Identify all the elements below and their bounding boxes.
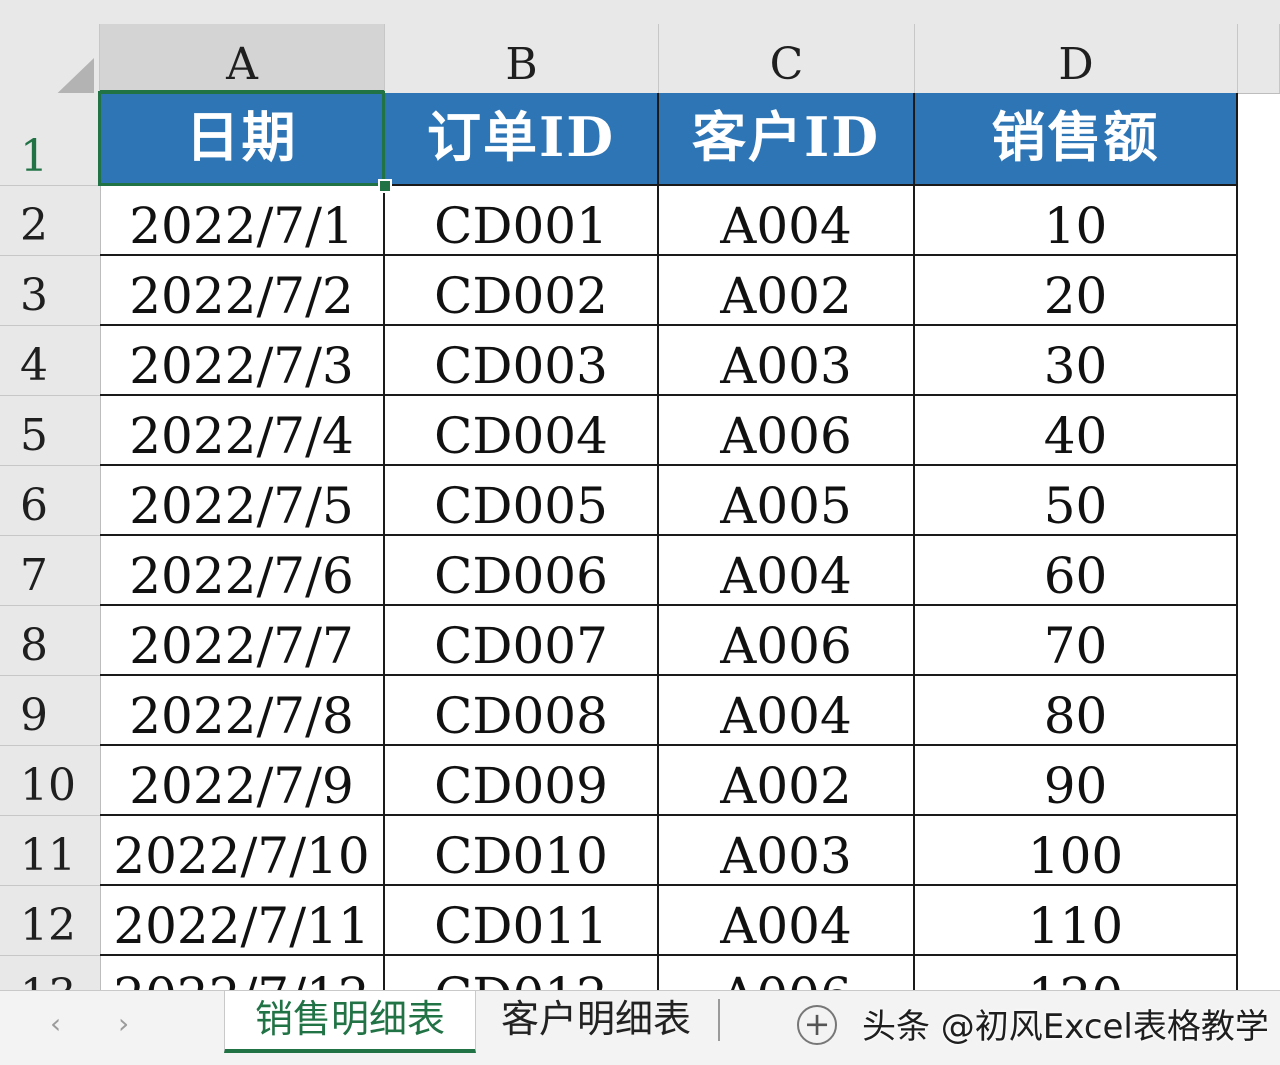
- column-header-b[interactable]: B: [385, 24, 659, 93]
- row-header-11[interactable]: 11: [0, 816, 100, 886]
- tab-divider: [718, 999, 720, 1041]
- cell-order-id[interactable]: CD006: [385, 536, 659, 606]
- cell-sales[interactable]: 30: [915, 326, 1238, 396]
- cell-sales[interactable]: 20: [915, 256, 1238, 326]
- spreadsheet-grid[interactable]: 日期 订单ID 客户ID 销售额 2022/7/1 CD001 A004 10 2022/7/2…: [100, 93, 1280, 990]
- cell-date[interactable]: 2022/7/10: [100, 816, 385, 886]
- cell-customer-id[interactable]: A004: [659, 536, 915, 606]
- cell-customer-id[interactable]: A002: [659, 256, 915, 326]
- cell-customer-id[interactable]: A006: [659, 956, 915, 990]
- cell-sales[interactable]: 50: [915, 466, 1238, 536]
- row-header-1[interactable]: 1: [0, 93, 100, 186]
- row-header-9[interactable]: 9: [0, 676, 100, 746]
- cell-order-id[interactable]: CD001: [385, 186, 659, 256]
- cell-customer-id[interactable]: A004: [659, 886, 915, 956]
- row-header-10[interactable]: 10: [0, 746, 100, 816]
- row-header-6[interactable]: 6: [0, 466, 100, 536]
- cell-customer-id[interactable]: A002: [659, 746, 915, 816]
- cell-date[interactable]: 2022/7/8: [100, 676, 385, 746]
- cell-customer-id[interactable]: A004: [659, 676, 915, 746]
- table-header-order-id[interactable]: 订单ID: [385, 93, 659, 186]
- chevron-left-icon[interactable]: ‹: [50, 1007, 62, 1040]
- row-header-2[interactable]: 2: [0, 186, 100, 256]
- watermark: 头条 @初风Excel表格教学: [862, 1007, 1269, 1047]
- cell-sales[interactable]: 90: [915, 746, 1238, 816]
- cell-sales[interactable]: 120: [915, 956, 1238, 990]
- row-header-3[interactable]: 3: [0, 256, 100, 326]
- cell-order-id[interactable]: CD007: [385, 606, 659, 676]
- sheet-tab-customers[interactable]: 客户明细表: [500, 997, 691, 1041]
- cell-order-id[interactable]: CD008: [385, 676, 659, 746]
- row-header-5[interactable]: 5: [0, 396, 100, 466]
- cell-sales[interactable]: 70: [915, 606, 1238, 676]
- cell-sales[interactable]: 100: [915, 816, 1238, 886]
- cell-customer-id[interactable]: A003: [659, 326, 915, 396]
- cell-date[interactable]: 2022/7/6: [100, 536, 385, 606]
- row-header-bar: 12345678910111213: [0, 93, 101, 1026]
- column-header-c[interactable]: C: [659, 24, 915, 93]
- cell-order-id[interactable]: CD009: [385, 746, 659, 816]
- cell-date[interactable]: 2022/7/12: [100, 956, 385, 990]
- cell-date[interactable]: 2022/7/2: [100, 256, 385, 326]
- cell-order-id[interactable]: CD004: [385, 396, 659, 466]
- fill-handle[interactable]: [378, 179, 392, 193]
- table-header-date[interactable]: 日期: [100, 93, 385, 186]
- cell-order-id[interactable]: CD005: [385, 466, 659, 536]
- cell-sales[interactable]: 40: [915, 396, 1238, 466]
- cell-order-id[interactable]: CD011: [385, 886, 659, 956]
- select-all-corner[interactable]: [0, 24, 100, 108]
- cell-customer-id[interactable]: A006: [659, 606, 915, 676]
- row-header-4[interactable]: 4: [0, 326, 100, 396]
- sheet-tab-bar: ‹ › 销售明细表 客户明细表 + 头条 @初风Excel表格教学: [0, 990, 1280, 1065]
- cell-order-id[interactable]: CD010: [385, 816, 659, 886]
- cell-order-id[interactable]: CD003: [385, 326, 659, 396]
- cell-customer-id[interactable]: A004: [659, 186, 915, 256]
- cell-sales[interactable]: 110: [915, 886, 1238, 956]
- row-header-8[interactable]: 8: [0, 606, 100, 676]
- plus-circle-icon[interactable]: +: [797, 1005, 837, 1045]
- chevron-right-icon[interactable]: ›: [118, 1007, 130, 1040]
- cell-order-id[interactable]: CD012: [385, 956, 659, 990]
- row-header-7[interactable]: 7: [0, 536, 100, 606]
- cell-date[interactable]: 2022/7/9: [100, 746, 385, 816]
- table-header-sales[interactable]: 销售额: [915, 93, 1238, 186]
- cell-date[interactable]: 2022/7/4: [100, 396, 385, 466]
- cell-customer-id[interactable]: A006: [659, 396, 915, 466]
- column-header-d[interactable]: D: [915, 24, 1238, 93]
- cell-customer-id[interactable]: A003: [659, 816, 915, 886]
- cell-date[interactable]: 2022/7/1: [100, 186, 385, 256]
- cell-sales[interactable]: 80: [915, 676, 1238, 746]
- cell-date[interactable]: 2022/7/3: [100, 326, 385, 396]
- cell-customer-id[interactable]: A005: [659, 466, 915, 536]
- cell-date[interactable]: 2022/7/11: [100, 886, 385, 956]
- sheet-tab-sales[interactable]: 销售明细表: [224, 991, 476, 1053]
- cell-date[interactable]: 2022/7/5: [100, 466, 385, 536]
- cell-sales[interactable]: 60: [915, 536, 1238, 606]
- cell-sales[interactable]: 10: [915, 186, 1238, 256]
- column-header-e[interactable]: [1238, 24, 1280, 93]
- cell-date[interactable]: 2022/7/7: [100, 606, 385, 676]
- row-header-12[interactable]: 12: [0, 886, 100, 956]
- cell-order-id[interactable]: CD002: [385, 256, 659, 326]
- table-header-customer-id[interactable]: 客户ID: [659, 93, 915, 186]
- column-header-a[interactable]: A: [100, 24, 385, 93]
